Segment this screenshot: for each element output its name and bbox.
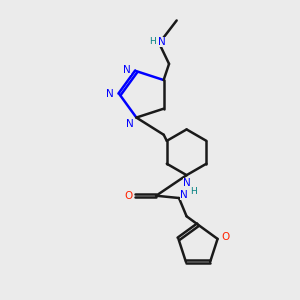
Text: N: N [183,178,190,188]
Text: N: N [123,64,131,75]
Text: N: N [180,190,188,200]
Text: H: H [149,37,156,46]
Text: N: N [106,89,113,99]
Text: O: O [221,232,229,242]
Text: H: H [190,188,197,196]
Text: N: N [126,119,134,129]
Text: N: N [158,37,166,47]
Text: O: O [124,191,133,201]
